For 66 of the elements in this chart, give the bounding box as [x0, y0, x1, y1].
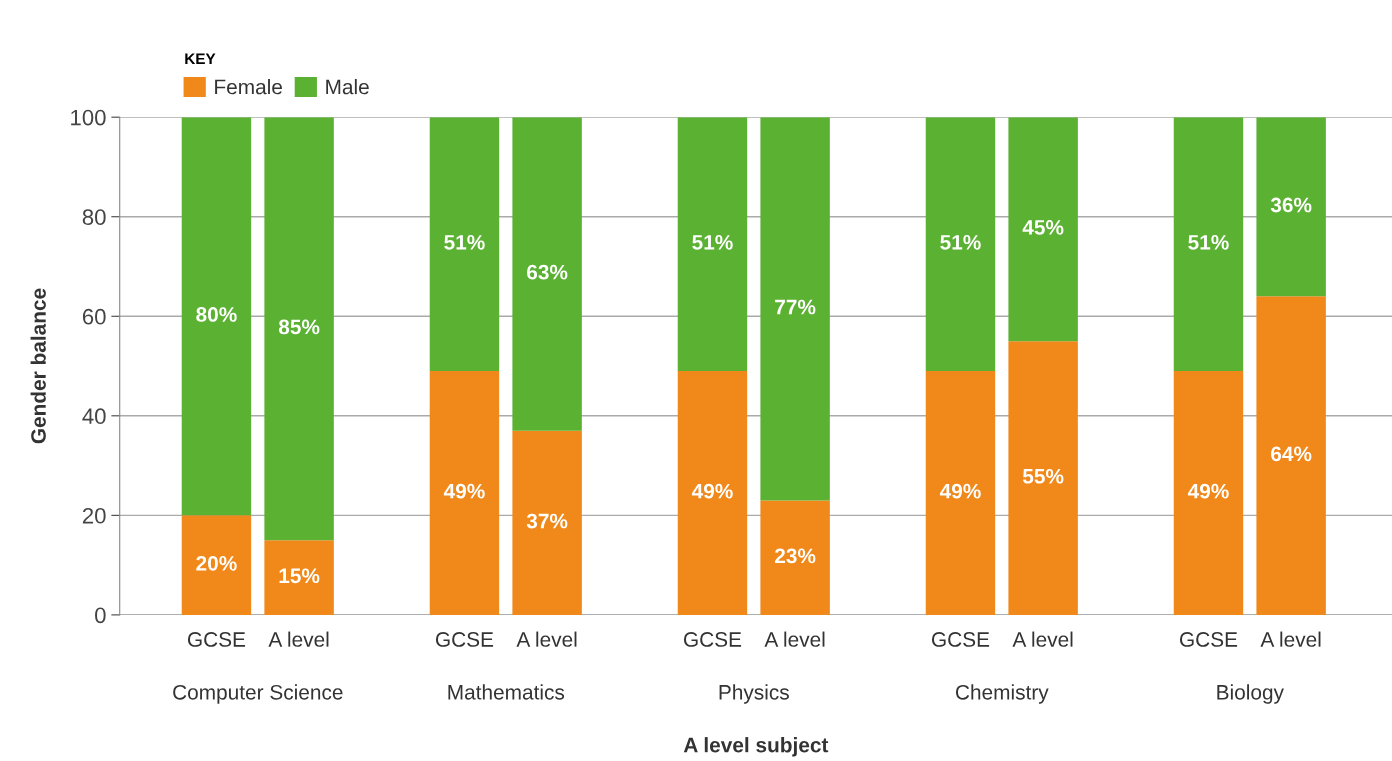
- bar: [181, 515, 252, 615]
- y-tick-label: 20: [82, 507, 106, 524]
- bar: [925, 117, 996, 372]
- y-tick-label: 40: [82, 408, 106, 425]
- data-label: 45%: [1022, 220, 1064, 235]
- bar: [429, 371, 500, 615]
- legend-label: Male: [326, 79, 369, 95]
- y-tick-label: 100: [71, 109, 106, 126]
- bar: [264, 117, 334, 541]
- text: Physics: [719, 684, 789, 704]
- bar: [1008, 341, 1078, 615]
- bar: [429, 117, 500, 372]
- data-label: 49%: [939, 483, 981, 499]
- x-tick-label: A level: [1012, 631, 1073, 647]
- x-tick-label: A level: [764, 631, 825, 647]
- data-label: 20%: [196, 555, 237, 571]
- data-label: 80%: [196, 307, 237, 322]
- y-tick-label: 80: [82, 209, 106, 225]
- legend-label: Female: [215, 79, 282, 95]
- legend-title: KEY: [185, 53, 216, 65]
- bar: [760, 117, 830, 501]
- x-tick-label: GCSE: [931, 632, 990, 647]
- data-label: 23%: [775, 548, 816, 564]
- bar: [512, 430, 582, 615]
- data-label: 36%: [1270, 197, 1312, 213]
- bar: [1256, 296, 1326, 615]
- x-tick-label: GCSE: [435, 632, 494, 647]
- x-tick-label: GCSE: [187, 632, 246, 647]
- data-label: 64%: [1271, 446, 1312, 462]
- bar: [181, 117, 252, 516]
- y-axis-title: Gender balance: [30, 288, 46, 444]
- bar: [1256, 117, 1326, 297]
- x-tick-label: A level: [268, 631, 329, 647]
- text: Computer Science: [173, 684, 343, 704]
- data-label: 85%: [278, 319, 320, 335]
- data-label: 15%: [279, 568, 320, 584]
- text: Mathematics: [448, 684, 565, 700]
- data-label: 55%: [1022, 468, 1064, 484]
- x-tick-label: GCSE: [683, 632, 742, 647]
- bar: [1173, 117, 1244, 372]
- data-label: 49%: [1187, 483, 1229, 499]
- bar: [1173, 371, 1244, 615]
- data-label: 49%: [691, 483, 733, 499]
- bar: [677, 371, 748, 615]
- data-label: 37%: [526, 513, 568, 529]
- x-tick-label: A level: [1260, 631, 1321, 647]
- bar: [1008, 117, 1078, 342]
- bar: [264, 540, 334, 615]
- x-tick-label: GCSE: [1180, 632, 1238, 647]
- data-label: 51%: [1188, 235, 1229, 250]
- data-label: 77%: [775, 299, 816, 315]
- x-axis-title: A level subject: [683, 737, 829, 757]
- bar: [760, 500, 830, 615]
- bar: [925, 371, 996, 615]
- data-label: 49%: [443, 483, 485, 499]
- data-label: 51%: [444, 235, 485, 250]
- bar: [512, 117, 582, 431]
- data-label: 51%: [692, 235, 733, 250]
- text: Biology: [1217, 684, 1284, 704]
- y-tick-label: 0: [95, 607, 106, 624]
- y-tick-label: 60: [82, 308, 106, 325]
- bar: [677, 117, 748, 372]
- data-label: 63%: [527, 264, 568, 280]
- data-label: 51%: [940, 235, 981, 250]
- x-tick-label: A level: [516, 631, 577, 647]
- text: Chemistry: [955, 684, 1049, 704]
